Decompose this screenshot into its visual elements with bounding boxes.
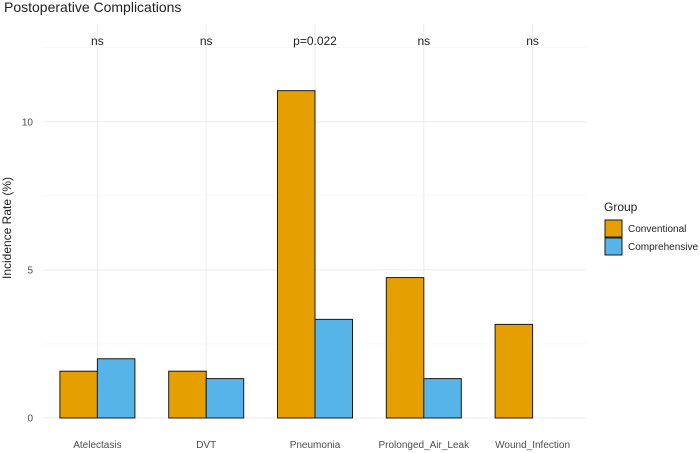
x-tick-label: Wound_Infection <box>495 440 570 451</box>
x-axis-ticks: Atelectasis DVT Pneumonia Prolonged_Air_Lea… <box>73 440 570 451</box>
bar-conventional-dvt <box>168 370 207 419</box>
y-axis-ticks: 0 5 10 <box>22 117 34 424</box>
bars <box>59 90 534 419</box>
legend-label-conventional: Conventional <box>628 224 686 235</box>
bar-comprehensive-prolonged_air_leak <box>423 378 462 419</box>
bar-conventional-wound_infection <box>494 323 534 419</box>
significance-label: ns <box>91 34 104 48</box>
x-tick-label: DVT <box>196 440 216 451</box>
y-tick-label: 0 <box>27 414 33 425</box>
bar-conventional-prolonged_air_leak <box>385 277 425 419</box>
x-tick-label: Pneumonia <box>290 440 341 451</box>
bar-conventional-atelectasis <box>59 370 98 419</box>
significance-labels: ns ns p=0.022 ns ns <box>91 34 539 48</box>
bar-comprehensive-dvt <box>205 378 245 419</box>
significance-label: p=0.022 <box>293 34 337 48</box>
legend-label-comprehensive: Comprehensive <box>628 242 698 253</box>
y-tick-label: 5 <box>27 265 33 276</box>
significance-label: ns <box>526 34 539 48</box>
legend-swatch-comprehensive <box>604 237 623 256</box>
bar-conventional-pneumonia <box>277 90 316 419</box>
bar-comprehensive-pneumonia <box>314 318 353 419</box>
significance-label: ns <box>200 34 213 48</box>
x-tick-label: Prolonged_Air_Leak <box>378 440 470 451</box>
significance-label: ns <box>417 34 430 48</box>
legend: Group Conventional Comprehensive <box>604 200 698 256</box>
legend-swatch-conventional <box>604 219 623 238</box>
x-tick-label: Atelectasis <box>73 440 121 451</box>
bar-comprehensive-atelectasis <box>96 358 136 419</box>
y-axis-label: Incidence Rate (%) <box>0 177 14 279</box>
chart-title: Postoperative Complications <box>4 0 181 15</box>
legend-title: Group <box>604 200 638 214</box>
y-tick-label: 10 <box>22 117 34 128</box>
